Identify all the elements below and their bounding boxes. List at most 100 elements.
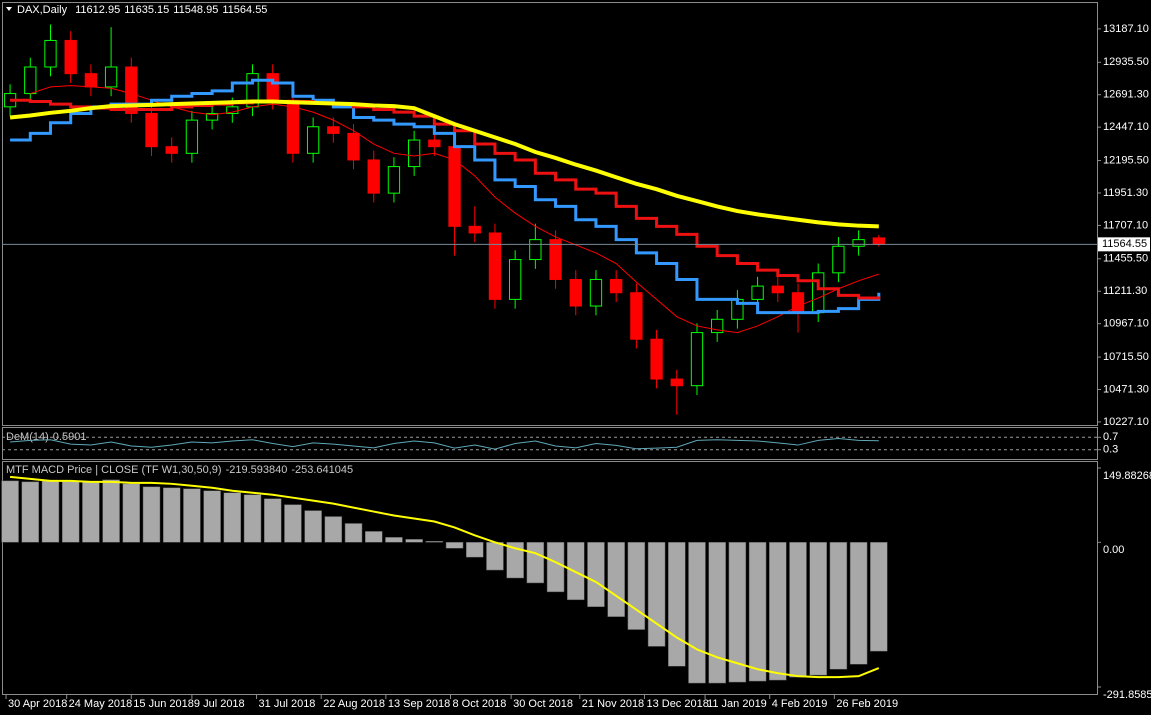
y-tick-label: 10471.30 xyxy=(1103,383,1149,395)
histogram-bar xyxy=(607,542,625,617)
y-tick-label: 12447.10 xyxy=(1103,121,1149,133)
x-tick-label: 31 Jul 2018 xyxy=(259,698,316,710)
x-tick-label: 13 Sep 2018 xyxy=(388,698,450,710)
histogram-bar xyxy=(748,542,767,682)
price-header: DAX,Daily 11612.95 11635.15 11548.95 11564.5… xyxy=(17,4,267,16)
histogram-bar xyxy=(445,542,464,549)
histogram-bar xyxy=(668,542,686,667)
y-tick-label: 0.00 xyxy=(1103,544,1124,556)
histogram-bar xyxy=(183,488,201,543)
x-tick-label: 13 Dec 2018 xyxy=(646,698,708,710)
histogram-bar xyxy=(849,542,868,665)
dem-panel xyxy=(2,427,1098,460)
histogram-bar xyxy=(82,481,100,543)
x-tick-label: 30 Oct 2018 xyxy=(513,698,573,710)
histogram-bar xyxy=(769,542,787,681)
y-tick-label: 11455.50 xyxy=(1103,253,1148,265)
x-tick-label: 11 Jan 2019 xyxy=(707,698,767,710)
histogram-bar xyxy=(1,480,19,543)
menu-icon[interactable] xyxy=(6,7,12,11)
histogram-bar xyxy=(688,542,706,684)
candle-body xyxy=(508,259,522,300)
moving-average xyxy=(10,78,881,315)
candle-body xyxy=(145,112,158,148)
histogram-bar xyxy=(243,494,262,543)
histogram-bar xyxy=(223,492,242,543)
histogram-bar xyxy=(364,531,383,543)
histogram-bar xyxy=(385,537,403,543)
candle-body xyxy=(165,146,178,154)
histogram-bar xyxy=(203,490,221,543)
histogram-bar xyxy=(546,542,565,593)
y-tick-label: 12935.50 xyxy=(1103,56,1149,68)
candle-body xyxy=(327,126,340,134)
candle-body xyxy=(84,73,98,88)
histogram-bar xyxy=(142,486,161,543)
symbol: DAX,Daily xyxy=(17,4,68,16)
y-tick-label: 12195.50 xyxy=(1103,154,1149,166)
histogram-bar xyxy=(627,542,646,630)
y-tick-label: 13187.10 xyxy=(1103,23,1149,35)
histogram-bar xyxy=(304,510,322,543)
candle-body xyxy=(771,285,784,294)
candle-body xyxy=(630,292,643,340)
macd-header: MTF MACD Price | CLOSE (TF W1,30,50,9) -2… xyxy=(6,464,353,476)
candle-body xyxy=(711,318,724,334)
y-tick-label: 10227.10 xyxy=(1103,416,1149,428)
candle-body xyxy=(44,39,57,68)
histogram-bar xyxy=(829,542,848,670)
histogram-bar xyxy=(708,542,726,684)
y-tick-label: 11211.30 xyxy=(1103,285,1147,297)
histogram-bar xyxy=(263,498,282,543)
macd-readout: -253.641045 xyxy=(291,464,353,476)
moving-average xyxy=(9,99,879,229)
histogram-bar xyxy=(344,523,363,543)
histogram-bar xyxy=(21,481,40,543)
histogram-bar xyxy=(324,516,343,543)
candle-body xyxy=(306,126,320,154)
candle-body xyxy=(589,278,603,307)
y-tick-label: 11707.10 xyxy=(1103,219,1148,231)
x-tick-label: 8 Oct 2018 xyxy=(453,698,507,710)
last-low: 11548.95 xyxy=(173,4,218,16)
candle-body xyxy=(24,66,37,95)
candle-body xyxy=(812,272,825,314)
histogram-bar xyxy=(41,480,60,543)
histogram-bar xyxy=(61,481,80,543)
candle-body xyxy=(407,139,421,168)
y-tick-label: 0.3 xyxy=(1103,444,1118,456)
candle-body xyxy=(185,119,199,154)
last-open: 11612.95 xyxy=(75,4,120,16)
candle-body xyxy=(104,66,118,88)
candle-body xyxy=(387,166,401,194)
histogram-bar xyxy=(284,504,302,543)
candle-body xyxy=(266,73,279,101)
histogram-bar xyxy=(526,542,545,584)
histogram-bar xyxy=(506,542,524,579)
candle-body xyxy=(670,378,683,387)
candle-body xyxy=(529,239,542,261)
histogram-bar xyxy=(486,542,504,571)
candle-body xyxy=(569,278,582,307)
candle-body xyxy=(690,332,704,387)
histogram-bar xyxy=(789,542,807,678)
y-tick-label: 12691.30 xyxy=(1103,89,1149,101)
x-tick-label: 30 Apr 2018 xyxy=(8,698,67,710)
candle-body xyxy=(205,112,219,121)
last-close: 11564.55 xyxy=(222,4,267,16)
histogram-bar xyxy=(122,483,141,543)
histogram-bar xyxy=(405,539,423,543)
last-high: 11635.15 xyxy=(124,4,169,16)
x-tick-label: 9 Jul 2018 xyxy=(194,698,245,710)
current-price-box xyxy=(1098,237,1150,252)
candle-body xyxy=(791,292,805,314)
histogram-bar xyxy=(102,479,120,543)
x-tick-label: 22 Aug 2018 xyxy=(323,698,385,710)
candle-body xyxy=(125,66,138,114)
y-tick-label: 10967.10 xyxy=(1103,318,1149,330)
histogram-bar xyxy=(647,542,666,647)
y-tick-label: 11951.30 xyxy=(1103,187,1148,199)
candle-body xyxy=(468,225,481,234)
